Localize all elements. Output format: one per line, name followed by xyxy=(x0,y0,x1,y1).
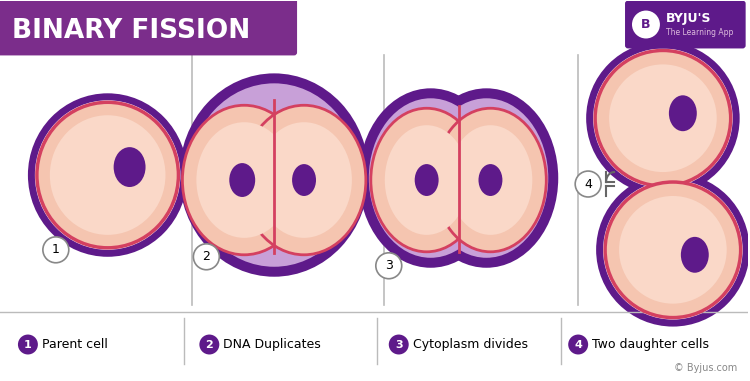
Ellipse shape xyxy=(385,125,469,235)
Ellipse shape xyxy=(28,93,188,257)
Text: BYJU'S: BYJU'S xyxy=(666,12,712,25)
Ellipse shape xyxy=(609,64,717,172)
Ellipse shape xyxy=(603,180,742,320)
Ellipse shape xyxy=(415,164,439,196)
Text: B: B xyxy=(641,18,651,31)
Circle shape xyxy=(568,335,588,354)
Ellipse shape xyxy=(196,122,292,238)
Text: 3: 3 xyxy=(385,259,393,272)
Ellipse shape xyxy=(358,88,503,268)
Ellipse shape xyxy=(35,100,181,250)
Text: BINARY FISSION: BINARY FISSION xyxy=(12,18,250,43)
Ellipse shape xyxy=(190,83,358,267)
Ellipse shape xyxy=(256,122,352,238)
Ellipse shape xyxy=(596,173,750,327)
Circle shape xyxy=(575,171,601,197)
Ellipse shape xyxy=(593,48,733,188)
Ellipse shape xyxy=(435,108,546,252)
Circle shape xyxy=(388,335,409,354)
Text: 2: 2 xyxy=(202,250,210,263)
Ellipse shape xyxy=(415,88,558,268)
Ellipse shape xyxy=(605,182,741,318)
Text: 4: 4 xyxy=(574,339,582,349)
Text: 1: 1 xyxy=(24,339,32,349)
Circle shape xyxy=(632,11,660,38)
Ellipse shape xyxy=(292,164,316,196)
Circle shape xyxy=(376,253,402,279)
Text: Two daughter cells: Two daughter cells xyxy=(592,338,710,351)
Ellipse shape xyxy=(448,125,532,235)
Circle shape xyxy=(194,244,219,270)
Ellipse shape xyxy=(114,147,146,187)
Circle shape xyxy=(200,335,219,354)
Text: 3: 3 xyxy=(395,339,403,349)
Ellipse shape xyxy=(619,196,727,304)
Ellipse shape xyxy=(230,163,255,197)
Ellipse shape xyxy=(369,98,493,258)
Text: 2: 2 xyxy=(206,339,213,349)
Ellipse shape xyxy=(669,95,697,131)
Ellipse shape xyxy=(478,164,502,196)
Text: Cytoplasm divides: Cytoplasm divides xyxy=(413,338,528,351)
Ellipse shape xyxy=(681,237,709,273)
Circle shape xyxy=(43,237,69,263)
Ellipse shape xyxy=(50,115,166,235)
Circle shape xyxy=(18,335,38,354)
Ellipse shape xyxy=(595,50,730,186)
Text: 1: 1 xyxy=(52,243,60,256)
Ellipse shape xyxy=(370,108,482,252)
Ellipse shape xyxy=(182,105,306,255)
Text: The Learning App: The Learning App xyxy=(666,28,734,37)
Ellipse shape xyxy=(37,102,178,248)
FancyBboxPatch shape xyxy=(0,0,297,55)
Text: © Byjus.com: © Byjus.com xyxy=(674,363,738,373)
Text: Parent cell: Parent cell xyxy=(42,338,108,351)
Ellipse shape xyxy=(179,74,369,277)
Ellipse shape xyxy=(586,42,740,195)
Text: 4: 4 xyxy=(584,178,592,190)
Text: DNA Duplicates: DNA Duplicates xyxy=(224,338,321,351)
FancyBboxPatch shape xyxy=(625,1,746,48)
Ellipse shape xyxy=(242,105,366,255)
Ellipse shape xyxy=(424,98,548,258)
